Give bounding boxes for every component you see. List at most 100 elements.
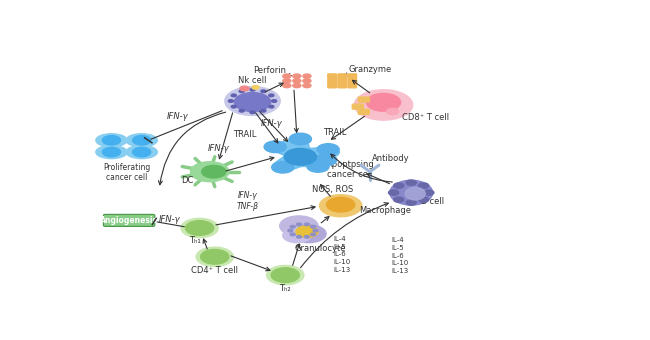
FancyBboxPatch shape	[348, 79, 357, 83]
Circle shape	[240, 86, 249, 91]
Circle shape	[292, 225, 326, 243]
Circle shape	[406, 180, 416, 185]
Circle shape	[307, 161, 329, 172]
Circle shape	[367, 94, 400, 111]
Circle shape	[389, 190, 398, 195]
Circle shape	[235, 92, 270, 112]
Circle shape	[354, 90, 413, 120]
Text: IFN-γ: IFN-γ	[207, 143, 229, 153]
Circle shape	[283, 79, 291, 83]
Circle shape	[133, 147, 151, 157]
Circle shape	[424, 190, 434, 195]
Circle shape	[252, 86, 259, 89]
Text: IL-4
IL-5
IL-6
IL-10
IL-13: IL-4 IL-5 IL-6 IL-10 IL-13	[333, 236, 350, 273]
Text: Perforin: Perforin	[253, 66, 286, 75]
Text: CD4⁺ T cell: CD4⁺ T cell	[191, 267, 239, 275]
Circle shape	[406, 200, 416, 205]
Text: TRAIL: TRAIL	[323, 129, 346, 137]
Circle shape	[296, 236, 302, 238]
Circle shape	[296, 223, 302, 226]
Text: IFN-γ
TNF-β: IFN-γ TNF-β	[237, 191, 259, 211]
Circle shape	[387, 108, 398, 115]
Circle shape	[225, 87, 280, 115]
Circle shape	[394, 197, 404, 202]
Circle shape	[311, 233, 316, 236]
Circle shape	[239, 109, 244, 112]
Ellipse shape	[405, 187, 425, 200]
Ellipse shape	[390, 180, 433, 205]
FancyBboxPatch shape	[328, 83, 337, 88]
Text: IL-4
IL-5
IL-6
IL-10
IL-13: IL-4 IL-5 IL-6 IL-10 IL-13	[391, 237, 408, 274]
Text: Antibody: Antibody	[372, 154, 410, 163]
FancyBboxPatch shape	[328, 79, 337, 83]
Text: B cell: B cell	[421, 197, 445, 206]
FancyBboxPatch shape	[338, 79, 346, 83]
Ellipse shape	[96, 134, 127, 147]
Circle shape	[264, 141, 286, 153]
Circle shape	[293, 79, 301, 83]
Circle shape	[293, 74, 301, 78]
Circle shape	[201, 250, 229, 264]
Circle shape	[231, 105, 237, 108]
Polygon shape	[272, 138, 339, 172]
Circle shape	[103, 147, 120, 157]
Circle shape	[250, 88, 255, 91]
FancyBboxPatch shape	[348, 74, 357, 78]
Circle shape	[283, 84, 291, 88]
Circle shape	[290, 225, 295, 228]
Circle shape	[283, 74, 291, 78]
Circle shape	[311, 225, 316, 228]
Circle shape	[261, 90, 266, 92]
Circle shape	[303, 74, 311, 78]
Circle shape	[231, 94, 237, 97]
Circle shape	[290, 233, 295, 236]
Circle shape	[284, 148, 317, 165]
Text: Proliferating
cancer cell: Proliferating cancer cell	[103, 163, 150, 182]
Circle shape	[283, 228, 311, 243]
Circle shape	[181, 218, 218, 238]
Circle shape	[317, 144, 339, 155]
Circle shape	[296, 226, 318, 237]
Circle shape	[239, 90, 244, 92]
FancyBboxPatch shape	[358, 97, 369, 102]
Circle shape	[268, 105, 274, 108]
Circle shape	[133, 136, 151, 145]
Circle shape	[103, 136, 120, 145]
Text: Tₕ₂: Tₕ₂	[280, 284, 291, 293]
Text: TRAIL: TRAIL	[233, 130, 257, 139]
Text: CD8⁺ T cell: CD8⁺ T cell	[402, 113, 449, 122]
Text: DC: DC	[181, 175, 193, 185]
FancyBboxPatch shape	[348, 83, 357, 88]
Text: Nk cell: Nk cell	[239, 75, 266, 85]
Ellipse shape	[126, 146, 157, 158]
Text: NOS, ROS: NOS, ROS	[312, 185, 353, 194]
Text: Angiogenesis: Angiogenesis	[100, 216, 158, 225]
Circle shape	[280, 216, 318, 236]
Text: IFN-γ: IFN-γ	[167, 112, 188, 121]
Circle shape	[268, 94, 274, 97]
Circle shape	[419, 183, 429, 188]
Circle shape	[303, 79, 311, 83]
Text: IFN-γ: IFN-γ	[261, 119, 283, 128]
Circle shape	[289, 133, 311, 145]
FancyBboxPatch shape	[338, 83, 346, 88]
Text: IFN-γ: IFN-γ	[159, 215, 180, 224]
Circle shape	[196, 247, 233, 267]
Circle shape	[202, 166, 226, 178]
Text: Macrophage: Macrophage	[359, 206, 411, 215]
Circle shape	[271, 268, 300, 283]
Circle shape	[228, 100, 233, 102]
Circle shape	[190, 162, 229, 182]
FancyBboxPatch shape	[328, 74, 337, 78]
Circle shape	[313, 229, 318, 232]
FancyBboxPatch shape	[103, 215, 155, 226]
Circle shape	[315, 154, 337, 166]
Text: Tₕ₁: Tₕ₁	[188, 236, 200, 245]
Circle shape	[261, 109, 266, 112]
Circle shape	[272, 100, 277, 102]
Circle shape	[293, 84, 301, 88]
Circle shape	[288, 229, 292, 232]
Circle shape	[304, 223, 309, 226]
FancyBboxPatch shape	[358, 109, 369, 114]
Circle shape	[320, 195, 362, 217]
